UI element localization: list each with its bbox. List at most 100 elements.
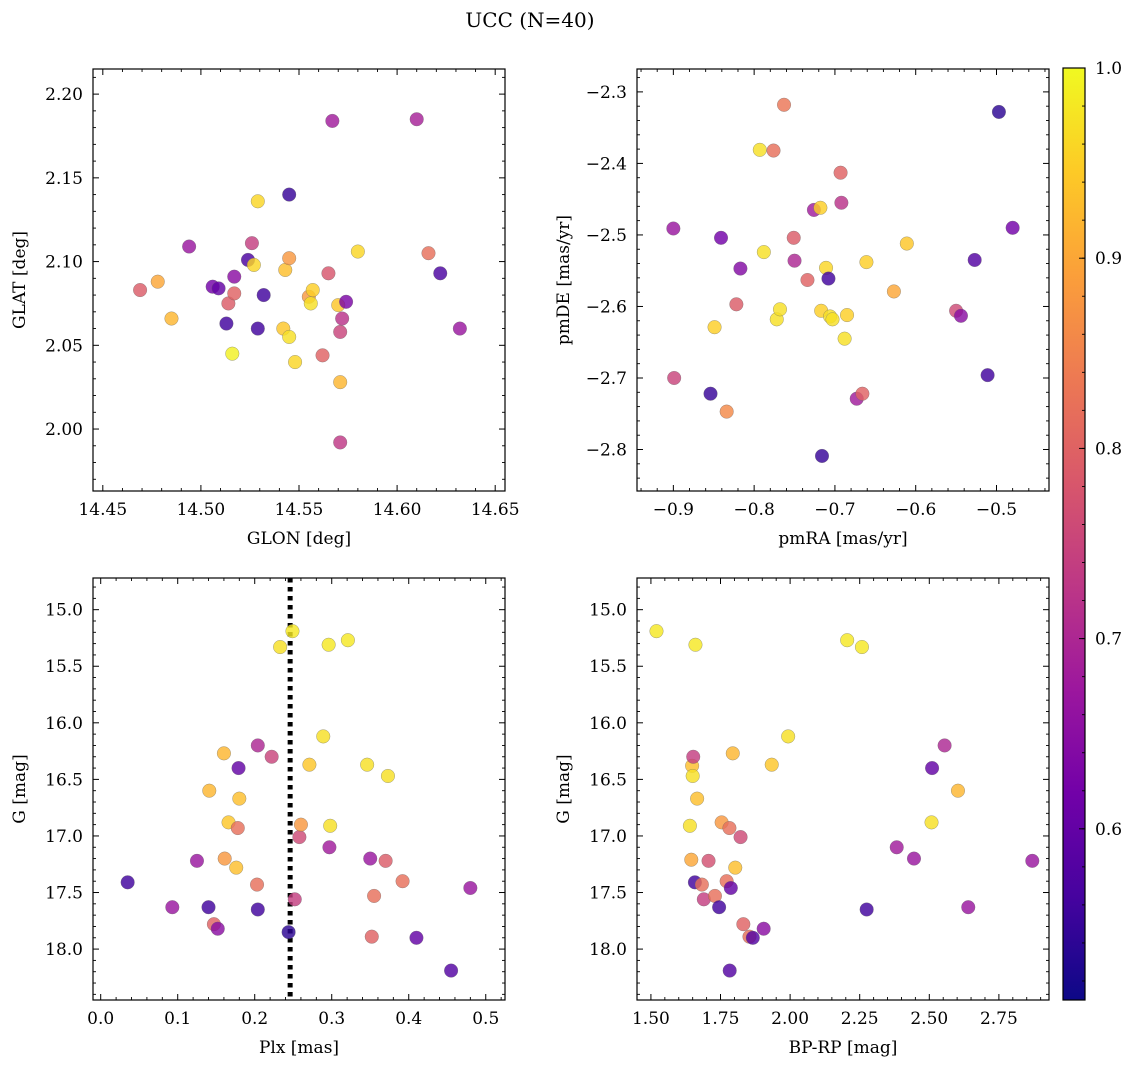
y-tick-label: 15.0	[45, 601, 83, 621]
data-point	[433, 266, 448, 281]
data-point	[340, 633, 355, 648]
data-point	[231, 761, 246, 776]
data-point	[733, 830, 748, 845]
panel-plx-g: 0.0 0.1 0.2 0.3 0.4 0.5 15.0 15.5 16.0 16.5 17.0 17…	[10, 577, 506, 1058]
y-axis-label: pmDE [mas/yr]	[554, 215, 574, 345]
data-point	[733, 261, 748, 276]
data-point	[666, 221, 681, 236]
data-point	[859, 255, 874, 270]
data-point	[316, 729, 331, 744]
data-point	[712, 900, 727, 915]
data-point	[967, 252, 982, 268]
y-tick-label: 16.0	[45, 714, 83, 734]
figure-title: UCC (N=40)	[465, 8, 594, 32]
data-point	[281, 925, 296, 940]
data-point	[333, 324, 348, 339]
data-point	[409, 930, 424, 945]
data-point	[701, 853, 716, 868]
x-tick-label: 2.00	[771, 1009, 809, 1029]
x-axis-label: GLON [deg]	[247, 529, 351, 549]
y-tick-label: 18.0	[45, 940, 83, 960]
data-point	[725, 746, 740, 761]
data-point	[886, 284, 901, 299]
y-axis-label: G [mag]	[10, 754, 30, 823]
y-tick-label: −2.8	[586, 441, 627, 461]
data-point	[729, 297, 744, 312]
data-point	[421, 246, 436, 261]
data-point	[1005, 220, 1020, 235]
data-point	[150, 274, 165, 289]
x-tick-label: −0.6	[895, 500, 936, 520]
y-tick-label: 2.15	[45, 169, 83, 189]
data-point	[250, 194, 265, 209]
scatter-points	[649, 624, 1040, 978]
data-point	[444, 963, 459, 978]
data-point	[335, 311, 350, 326]
x-tick-label: −0.5	[976, 500, 1017, 520]
data-point	[825, 312, 840, 327]
data-point	[722, 963, 737, 978]
data-point	[202, 783, 217, 798]
data-point	[787, 253, 802, 268]
colorbar-tick-label: 1.0	[1095, 59, 1122, 79]
data-point	[250, 321, 265, 336]
colorbar-tick-label: 0.8	[1095, 439, 1122, 459]
data-point	[889, 840, 904, 855]
y-tick-label: 16.0	[589, 714, 627, 734]
data-point	[227, 269, 242, 284]
y-tick-label: −2.6	[586, 297, 627, 317]
data-point	[333, 375, 348, 390]
y-tick-label: 2.20	[45, 85, 83, 105]
data-point	[364, 929, 379, 944]
data-point	[305, 282, 320, 298]
data-point	[961, 900, 976, 915]
data-point	[950, 783, 966, 798]
data-point	[728, 860, 743, 875]
x-tick-label: −0.9	[653, 500, 694, 520]
panel-bprp-g: 1.50 1.75 2.00 2.25 2.50 2.75 15.0 15.5 16.0 16.5…	[554, 577, 1050, 1058]
colorbar-ticks: 0.6 0.7 0.8 0.9 1.0	[1079, 59, 1122, 982]
data-point	[752, 142, 767, 157]
data-point	[380, 768, 395, 784]
y-tick-label: 2.10	[45, 253, 83, 273]
data-point	[736, 917, 751, 932]
y-tick-label: 17.0	[45, 827, 83, 847]
y-tick-label: 17.5	[589, 884, 627, 904]
data-point	[937, 738, 952, 753]
data-point	[216, 746, 231, 761]
data-point	[840, 633, 855, 648]
data-point	[703, 386, 718, 401]
x-tick-label: 0.1	[164, 1009, 191, 1029]
data-point	[165, 900, 180, 915]
y-axis-label: G [mag]	[554, 754, 574, 823]
data-point	[855, 386, 870, 401]
data-point	[925, 761, 940, 776]
data-point	[906, 851, 922, 866]
data-point	[980, 368, 995, 383]
data-point	[685, 768, 700, 784]
data-point	[772, 302, 788, 317]
data-point	[293, 817, 308, 832]
data-point	[321, 266, 336, 281]
colorbar-tick-label: 0.7	[1095, 630, 1122, 650]
data-point	[339, 294, 354, 309]
data-point	[924, 815, 939, 830]
data-point	[463, 880, 478, 896]
x-tick-label: −0.7	[814, 500, 855, 520]
data-point	[800, 272, 815, 288]
data-point	[756, 245, 771, 260]
data-point	[264, 749, 279, 764]
data-point	[723, 880, 738, 896]
data-point	[688, 637, 703, 652]
x-axis-label: Plx [mas]	[259, 1038, 339, 1058]
scatter-points	[120, 624, 478, 978]
data-point	[189, 853, 205, 868]
data-point	[859, 902, 874, 917]
data-point	[360, 757, 375, 772]
x-tick-label: 0.4	[395, 1009, 422, 1029]
data-point	[133, 282, 148, 298]
scatter-points	[133, 112, 467, 450]
data-point	[227, 286, 242, 301]
y-tick-label: −2.5	[586, 226, 627, 246]
